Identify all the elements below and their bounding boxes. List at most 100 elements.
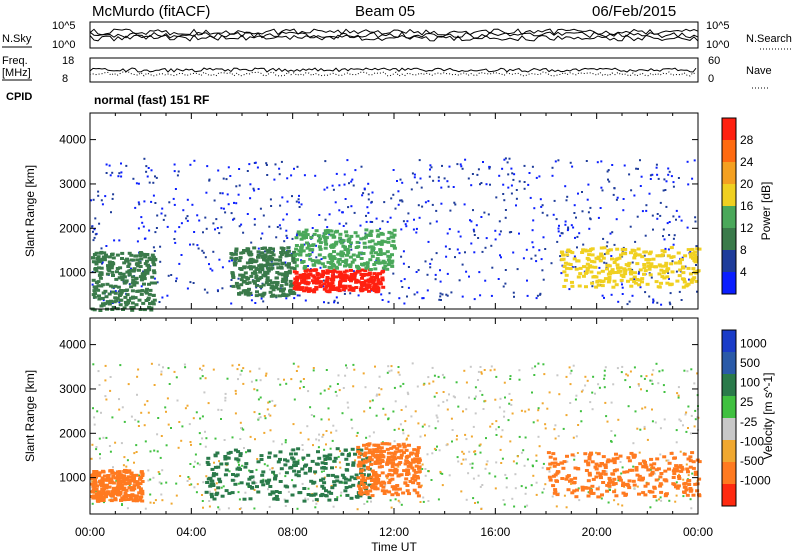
- heatmap-feature-cell: [284, 277, 289, 281]
- heatmap-cell: [315, 438, 318, 441]
- heatmap-cell: [675, 209, 678, 212]
- heatmap-feature-cell: [130, 281, 135, 285]
- heatmap-feature-cell: [583, 248, 588, 252]
- heatmap-cell: [462, 410, 464, 413]
- heatmap-feature-cell: [349, 496, 354, 500]
- heatmap-feature-cell: [241, 273, 246, 277]
- heatmap-cell: [569, 161, 572, 164]
- colorbar-tick-label: -500: [740, 454, 764, 468]
- heatmap-cell: [92, 363, 95, 366]
- heatmap-feature-cell: [209, 492, 214, 496]
- heatmap-cell: [337, 374, 340, 377]
- heatmap-feature-cell: [594, 467, 599, 471]
- heatmap-feature-cell: [275, 271, 280, 274]
- heatmap-cell: [342, 225, 345, 227]
- heatmap-feature-cell: [360, 468, 365, 472]
- heatmap-cell: [91, 502, 94, 505]
- heatmap-feature-cell: [353, 231, 358, 235]
- heatmap-feature-cell: [666, 267, 671, 271]
- heatmap-cell: [672, 185, 675, 188]
- heatmap-feature-cell: [628, 468, 632, 472]
- heatmap-cell: [101, 262, 103, 265]
- heatmap-feature-cell: [590, 484, 595, 488]
- colorbar-swatch: [722, 374, 736, 396]
- heatmap-feature-cell: [361, 461, 366, 465]
- heatmap-cell: [257, 247, 260, 250]
- heatmap-cell: [499, 254, 501, 257]
- heatmap-feature-cell: [657, 272, 662, 276]
- heatmap-feature-cell: [115, 267, 120, 270]
- heatmap-cell: [416, 385, 419, 388]
- heatmap-cell: [564, 223, 567, 226]
- heatmap-feature-cell: [354, 278, 359, 282]
- heatmap-feature-cell: [345, 253, 349, 257]
- heatmap-feature-cell: [381, 485, 386, 489]
- heatmap-cell: [406, 295, 408, 298]
- heatmap-feature-cell: [614, 283, 619, 287]
- heatmap-cell: [114, 290, 117, 293]
- heatmap-cell: [419, 435, 422, 438]
- heatmap-cell: [378, 375, 381, 378]
- heatmap-cell: [544, 483, 547, 486]
- heatmap-feature-cell: [294, 252, 299, 256]
- heatmap-feature-cell: [286, 246, 291, 250]
- heatmap-feature-cell: [412, 488, 417, 492]
- heatmap-feature-cell: [393, 485, 398, 489]
- heatmap-cell: [367, 198, 370, 201]
- heatmap-cell: [566, 229, 569, 232]
- heatmap-cell: [561, 264, 564, 267]
- heatmap-feature-cell: [151, 257, 156, 261]
- heatmap-cell: [120, 171, 123, 174]
- heatmap-feature-cell: [551, 474, 556, 478]
- heatmap-feature-cell: [411, 460, 416, 464]
- heatmap-cell: [580, 390, 583, 393]
- heatmap-feature-cell: [387, 255, 392, 259]
- heatmap-cell: [507, 173, 510, 176]
- heatmap-cell: [570, 482, 572, 485]
- heatmap-cell: [612, 383, 615, 386]
- heatmap-feature-cell: [360, 268, 365, 272]
- heatmap-cell: [206, 291, 209, 294]
- heatmap-cell: [612, 193, 615, 196]
- heatmap-feature-cell: [137, 268, 141, 272]
- heatmap-cell: [164, 406, 167, 409]
- heatmap-cell: [388, 370, 391, 373]
- heatmap-feature-cell: [402, 451, 406, 455]
- heatmap-feature-cell: [267, 451, 272, 455]
- heatmap-feature-cell: [339, 276, 344, 280]
- heatmap-cell: [184, 366, 187, 369]
- heatmap-cell: [302, 386, 305, 388]
- heatmap-feature-cell: [382, 252, 387, 256]
- heatmap-feature-cell: [360, 263, 365, 266]
- heatmap-feature-cell: [273, 280, 278, 284]
- colorbar-tick-label: 1000: [740, 337, 767, 351]
- heatmap-feature-cell: [320, 466, 325, 470]
- heatmap-feature-cell: [340, 452, 345, 456]
- heatmap-cell: [603, 386, 606, 389]
- heatmap-feature-cell: [334, 498, 339, 502]
- heatmap-cell: [691, 472, 694, 475]
- heatmap-cell: [569, 372, 572, 375]
- heatmap-cell: [504, 282, 507, 285]
- heatmap-cell: [503, 410, 506, 413]
- heatmap-feature-cell: [568, 479, 572, 483]
- heatmap-cell: [436, 445, 438, 448]
- heatmap-cell: [280, 160, 283, 163]
- heatmap-feature-cell: [211, 474, 216, 478]
- heatmap-cell: [669, 292, 672, 295]
- heatmap-cell: [364, 232, 367, 235]
- heatmap-feature-cell: [652, 495, 657, 498]
- heatmap-feature-cell: [311, 263, 316, 267]
- heatmap-feature-cell: [337, 289, 342, 293]
- heatmap-feature-cell: [111, 305, 116, 309]
- heatmap-feature-cell: [416, 461, 421, 465]
- heatmap-cell: [587, 211, 590, 214]
- heatmap-cell: [688, 278, 690, 281]
- heatmap-feature-cell: [231, 276, 236, 279]
- heatmap-feature-cell: [374, 251, 378, 255]
- heatmap-cell: [237, 378, 239, 381]
- heatmap-feature-cell: [343, 264, 347, 268]
- heatmap-cell: [234, 412, 237, 415]
- heatmap-cell: [565, 199, 568, 202]
- heatmap-cell: [398, 297, 401, 300]
